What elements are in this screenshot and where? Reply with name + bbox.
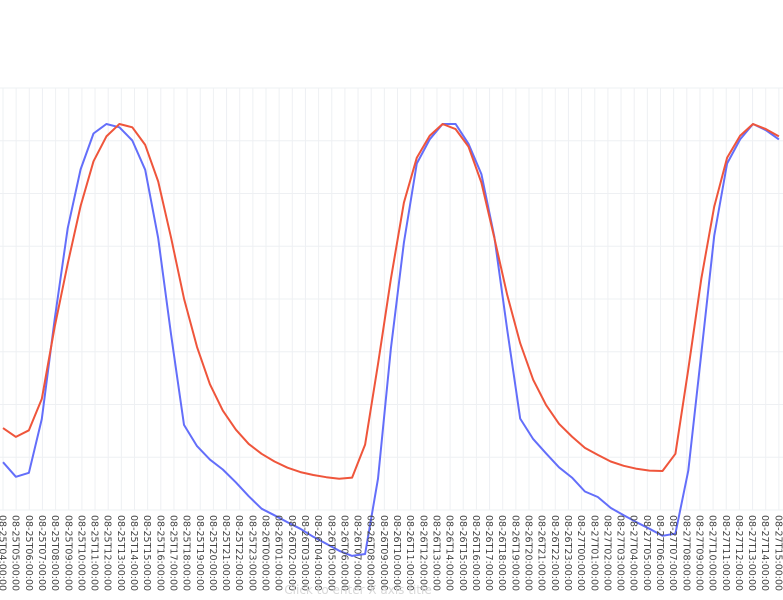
x-tick-label: 08-26T13:00:00 xyxy=(430,515,441,591)
x-tick-label: 08-26T21:00:00 xyxy=(536,515,547,591)
x-tick-label: 08-26T08:00:00 xyxy=(365,515,376,591)
x-tick-label: 08-26T05:00:00 xyxy=(325,515,336,591)
x-tick-label: 08-26T17:00:00 xyxy=(483,515,494,591)
x-tick-label: 08-25T09:00:00 xyxy=(62,515,73,591)
x-tick-label: 08-27T06:00:00 xyxy=(654,515,665,591)
x-tick-label: 08-25T06:00:00 xyxy=(23,515,34,591)
x-tick-label: 08-27T00:00:00 xyxy=(575,515,586,591)
x-tick-label: 08-27T07:00:00 xyxy=(667,515,678,591)
x-tick-label: 08-27T15:00:00 xyxy=(772,515,783,591)
x-tick-label: 08-25T17:00:00 xyxy=(168,515,179,591)
x-tick-label: 08-27T09:00:00 xyxy=(694,515,705,591)
x-tick-label: 08-25T18:00:00 xyxy=(181,515,192,591)
x-tick-label: 08-27T11:00:00 xyxy=(720,515,731,591)
x-tick-label: 08-27T05:00:00 xyxy=(641,515,652,591)
x-tick-label: 08-25T23:00:00 xyxy=(246,515,257,591)
x-tick-label: 08-27T14:00:00 xyxy=(759,515,770,591)
series-line-1 xyxy=(2,123,780,557)
x-tick-label: 08-25T08:00:00 xyxy=(49,515,60,591)
x-tick-label: 08-27T03:00:00 xyxy=(615,515,626,591)
x-tick-label: 08-25T11:00:00 xyxy=(89,515,100,591)
series-lines xyxy=(2,123,780,557)
x-tick-label: 08-27T13:00:00 xyxy=(746,515,757,591)
x-axis-title[interactable]: Click to enter X axis title xyxy=(284,583,431,597)
series-line-2 xyxy=(2,123,780,480)
x-tick-label: 08-26T01:00:00 xyxy=(273,515,284,591)
x-tick-label: 08-25T16:00:00 xyxy=(154,515,165,591)
x-tick-label: 08-26T22:00:00 xyxy=(549,515,560,591)
x-tick-label: 08-27T08:00:00 xyxy=(680,515,691,591)
x-tick-label: 08-25T19:00:00 xyxy=(194,515,205,591)
x-tick-label: 08-25T10:00:00 xyxy=(75,515,86,591)
x-tick-label: 08-26T04:00:00 xyxy=(312,515,323,591)
x-tick-label: 08-26T11:00:00 xyxy=(404,515,415,591)
x-tick-label: 08-26T19:00:00 xyxy=(509,515,520,591)
x-tick-label: 08-26T09:00:00 xyxy=(378,515,389,591)
x-tick-label: 08-26T12:00:00 xyxy=(417,515,428,591)
x-tick-label: 08-25T13:00:00 xyxy=(115,515,126,591)
x-tick-label: 08-27T01:00:00 xyxy=(588,515,599,591)
x-tick-label: 08-25T05:00:00 xyxy=(10,515,21,591)
x-tick-label: 08-25T22:00:00 xyxy=(233,515,244,591)
x-tick-label: 08-25T07:00:00 xyxy=(36,515,47,591)
x-tick-label: 08-26T06:00:00 xyxy=(338,515,349,591)
x-tick-label: 08-27T02:00:00 xyxy=(601,515,612,591)
x-tick-label: 08-27T04:00:00 xyxy=(628,515,639,591)
x-tick-label: 08-25T12:00:00 xyxy=(102,515,113,591)
x-tick-label: 08-25T04:00:00 xyxy=(0,515,8,591)
x-tick-label: 08-26T14:00:00 xyxy=(444,515,455,591)
x-tick-label: 08-26T10:00:00 xyxy=(391,515,402,591)
grid-lines xyxy=(0,87,783,511)
x-tick-label: 08-25T21:00:00 xyxy=(220,515,231,591)
x-tick-label: 08-25T14:00:00 xyxy=(128,515,139,591)
x-tick-label: 08-26T15:00:00 xyxy=(457,515,468,591)
x-tick-label: 08-26T03:00:00 xyxy=(299,515,310,591)
x-tick-label: 08-25T20:00:00 xyxy=(207,515,218,591)
x-tick-label: 08-26T23:00:00 xyxy=(562,515,573,591)
x-tick-label: 08-26T02:00:00 xyxy=(286,515,297,591)
x-tick-labels: 08-25T04:00:00 08-25T05:00:00 08-25T06:00:… xyxy=(0,515,783,591)
x-tick-label: 08-26T07:00:00 xyxy=(352,515,363,591)
x-tick-label: 08-26T20:00:00 xyxy=(523,515,534,591)
x-tick-label: 08-25T15:00:00 xyxy=(141,515,152,591)
x-tick-label: 08-26T18:00:00 xyxy=(496,515,507,591)
x-tick-label: 08-27T10:00:00 xyxy=(707,515,718,591)
x-tick-label: 08-26T00:00:00 xyxy=(260,515,271,591)
x-tick-label: 08-27T12:00:00 xyxy=(733,515,744,591)
x-tick-label: 08-26T16:00:00 xyxy=(470,515,481,591)
